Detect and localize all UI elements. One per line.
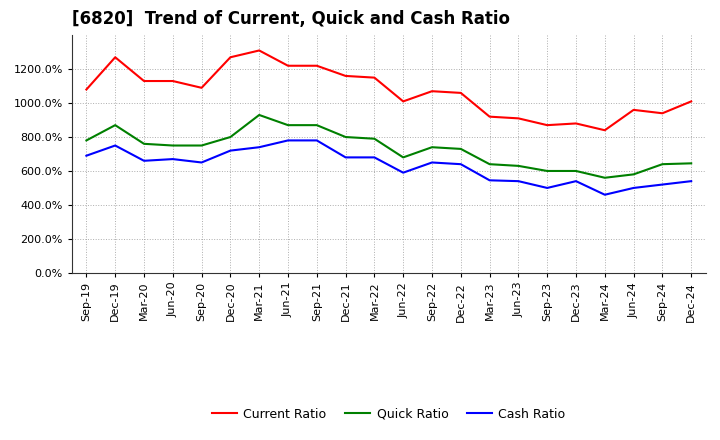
Current Ratio	[168, 78, 177, 84]
Quick Ratio	[600, 175, 609, 180]
Quick Ratio	[111, 122, 120, 128]
Current Ratio	[543, 122, 552, 128]
Current Ratio	[456, 90, 465, 95]
Current Ratio	[312, 63, 321, 68]
Quick Ratio	[572, 169, 580, 174]
Current Ratio	[399, 99, 408, 104]
Quick Ratio	[543, 169, 552, 174]
Line: Cash Ratio: Cash Ratio	[86, 140, 691, 195]
Cash Ratio	[341, 155, 350, 160]
Current Ratio	[255, 48, 264, 53]
Quick Ratio	[197, 143, 206, 148]
Current Ratio	[197, 85, 206, 91]
Current Ratio	[111, 55, 120, 60]
Cash Ratio	[543, 185, 552, 191]
Cash Ratio	[168, 157, 177, 162]
Quick Ratio	[456, 146, 465, 151]
Cash Ratio	[600, 192, 609, 198]
Current Ratio	[82, 87, 91, 92]
Quick Ratio	[428, 145, 436, 150]
Cash Ratio	[284, 138, 292, 143]
Current Ratio	[687, 99, 696, 104]
Current Ratio	[428, 88, 436, 94]
Quick Ratio	[399, 155, 408, 160]
Current Ratio	[284, 63, 292, 68]
Cash Ratio	[255, 145, 264, 150]
Current Ratio	[341, 73, 350, 79]
Quick Ratio	[255, 112, 264, 117]
Cash Ratio	[687, 179, 696, 184]
Quick Ratio	[514, 163, 523, 169]
Cash Ratio	[399, 170, 408, 175]
Cash Ratio	[485, 178, 494, 183]
Current Ratio	[629, 107, 638, 113]
Current Ratio	[658, 110, 667, 116]
Line: Current Ratio: Current Ratio	[86, 51, 691, 130]
Text: [6820]  Trend of Current, Quick and Cash Ratio: [6820] Trend of Current, Quick and Cash …	[72, 10, 510, 28]
Current Ratio	[226, 55, 235, 60]
Cash Ratio	[370, 155, 379, 160]
Cash Ratio	[312, 138, 321, 143]
Quick Ratio	[226, 134, 235, 139]
Cash Ratio	[197, 160, 206, 165]
Cash Ratio	[82, 153, 91, 158]
Legend: Current Ratio, Quick Ratio, Cash Ratio: Current Ratio, Quick Ratio, Cash Ratio	[207, 403, 570, 425]
Current Ratio	[485, 114, 494, 119]
Cash Ratio	[140, 158, 148, 163]
Quick Ratio	[312, 122, 321, 128]
Quick Ratio	[284, 122, 292, 128]
Cash Ratio	[658, 182, 667, 187]
Current Ratio	[370, 75, 379, 80]
Cash Ratio	[572, 179, 580, 184]
Quick Ratio	[687, 161, 696, 166]
Quick Ratio	[629, 172, 638, 177]
Line: Quick Ratio: Quick Ratio	[86, 115, 691, 178]
Quick Ratio	[658, 161, 667, 167]
Quick Ratio	[82, 138, 91, 143]
Cash Ratio	[629, 185, 638, 191]
Quick Ratio	[341, 134, 350, 139]
Cash Ratio	[111, 143, 120, 148]
Quick Ratio	[140, 141, 148, 147]
Cash Ratio	[514, 179, 523, 184]
Current Ratio	[514, 116, 523, 121]
Cash Ratio	[428, 160, 436, 165]
Cash Ratio	[456, 161, 465, 167]
Current Ratio	[140, 78, 148, 84]
Current Ratio	[572, 121, 580, 126]
Cash Ratio	[226, 148, 235, 153]
Quick Ratio	[485, 161, 494, 167]
Quick Ratio	[168, 143, 177, 148]
Current Ratio	[600, 128, 609, 133]
Quick Ratio	[370, 136, 379, 141]
